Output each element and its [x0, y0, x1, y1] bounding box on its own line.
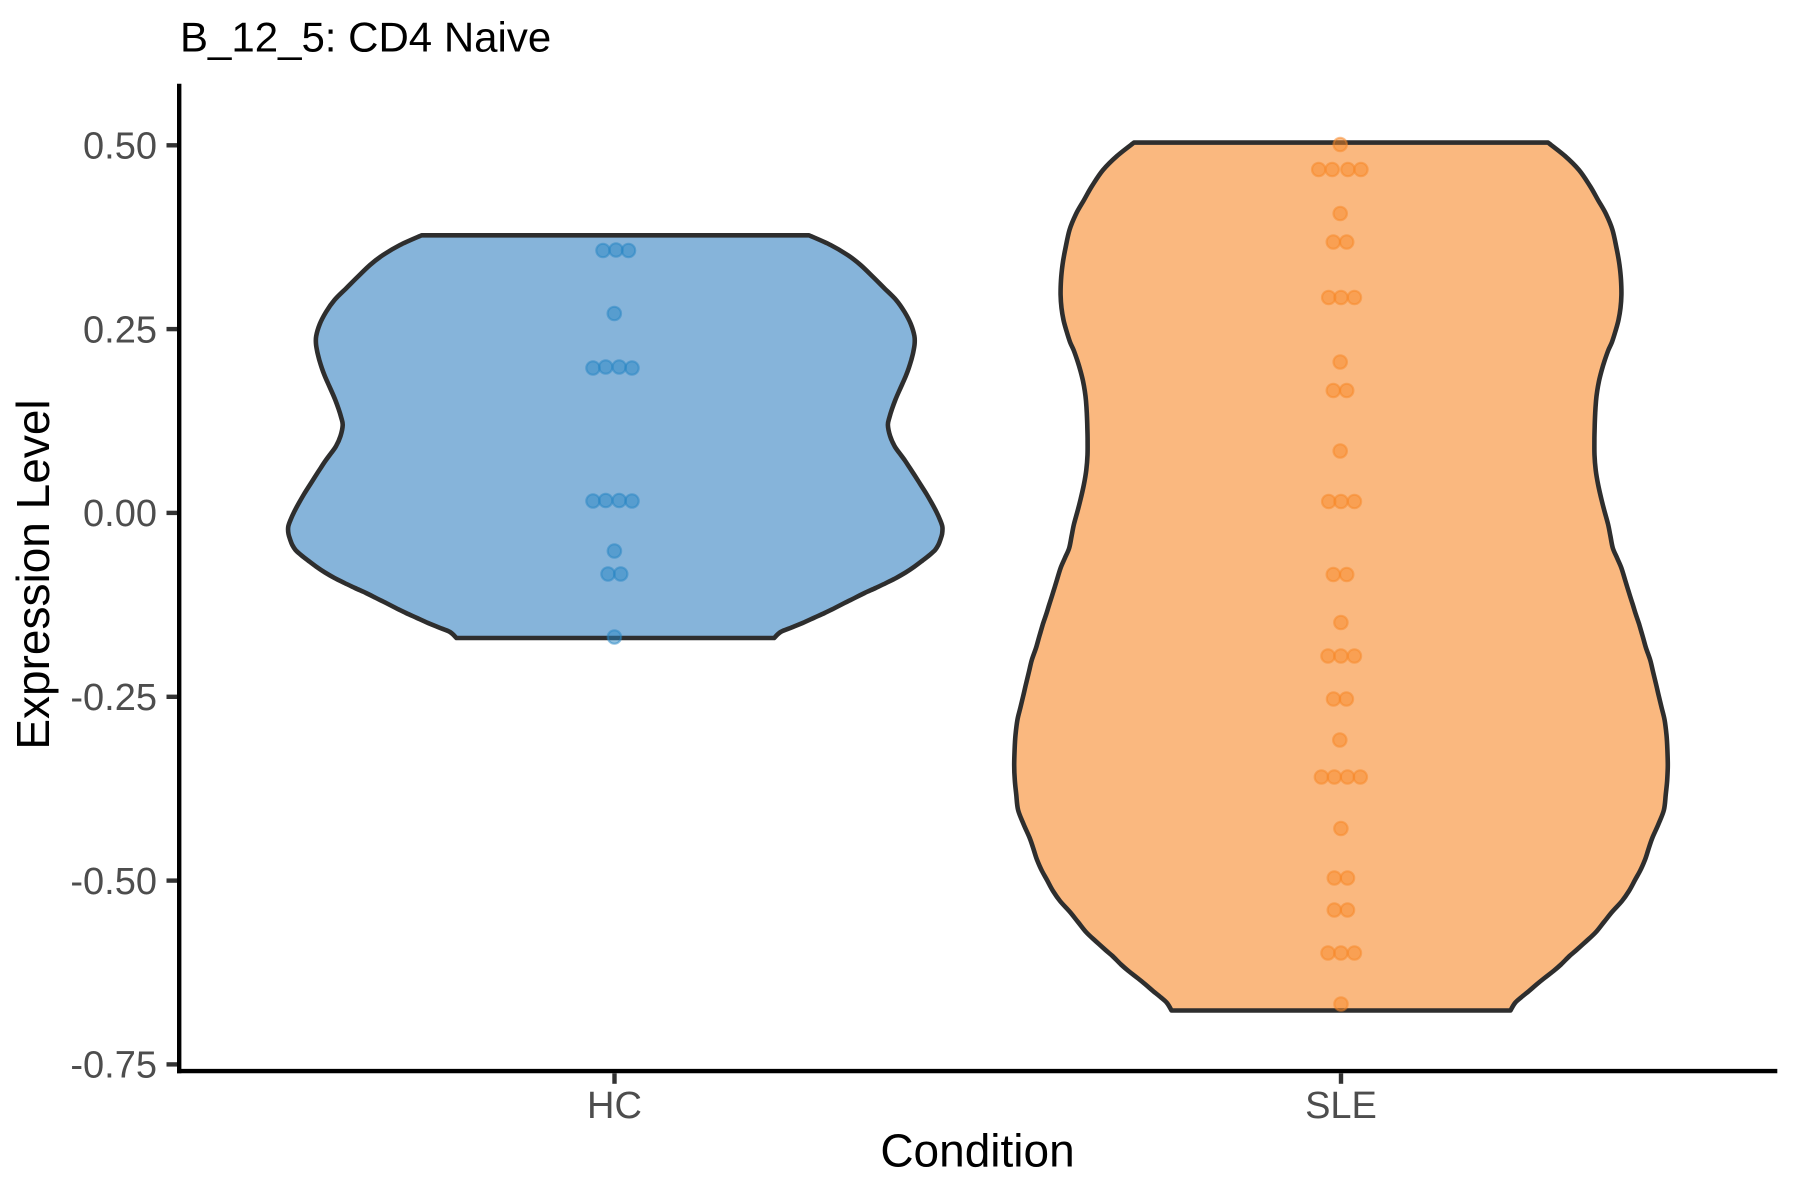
svg-text:0.25: 0.25 [83, 309, 157, 351]
svg-text:Expression Level: Expression Level [7, 399, 59, 749]
svg-text:0.50: 0.50 [83, 126, 157, 168]
svg-text:HC: HC [587, 1085, 642, 1127]
svg-text:B_12_5: CD4 Naive: B_12_5: CD4 Naive [180, 14, 551, 61]
svg-text:-0.50: -0.50 [70, 861, 157, 903]
svg-text:SLE: SLE [1305, 1085, 1377, 1127]
svg-text:-0.75: -0.75 [70, 1045, 157, 1087]
svg-text:-0.25: -0.25 [70, 677, 157, 719]
svg-text:Condition: Condition [880, 1125, 1074, 1177]
svg-text:0.00: 0.00 [83, 493, 157, 535]
